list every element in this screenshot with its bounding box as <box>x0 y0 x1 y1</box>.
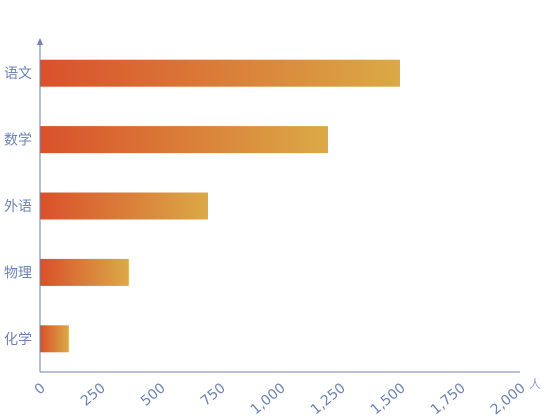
x-tick-label: 0 <box>32 380 49 398</box>
bar-0 <box>40 59 400 87</box>
y-axis-arrow-icon <box>37 38 43 45</box>
category-label: 语文 <box>4 66 32 82</box>
category-label: 外语 <box>4 199 32 215</box>
bar-1 <box>40 126 328 154</box>
y-axis <box>37 38 43 372</box>
x-tick-label: 1,000 <box>248 380 289 418</box>
bar-3 <box>40 258 129 286</box>
category-label: 物理 <box>4 265 32 281</box>
x-tick-label: 1,500 <box>368 380 409 418</box>
category-label: 化学 <box>4 332 32 348</box>
bars-group <box>40 59 400 353</box>
bar-4 <box>40 325 69 353</box>
x-tick-label: 1,250 <box>308 380 349 418</box>
bar-2 <box>40 192 208 220</box>
x-tick-label: 500 <box>138 380 169 409</box>
x-axis-unit-label: 人 <box>529 377 541 391</box>
x-tick-label: 2,000 <box>488 380 529 418</box>
category-label: 数学 <box>4 133 32 149</box>
x-tick-labels: 0 250 500 750 1,000 1,250 1,500 1,750 2,000 <box>32 380 529 418</box>
x-tick-label: 250 <box>78 380 109 409</box>
x-tick-label: 750 <box>198 380 229 409</box>
x-tick-label: 1,750 <box>428 380 469 418</box>
